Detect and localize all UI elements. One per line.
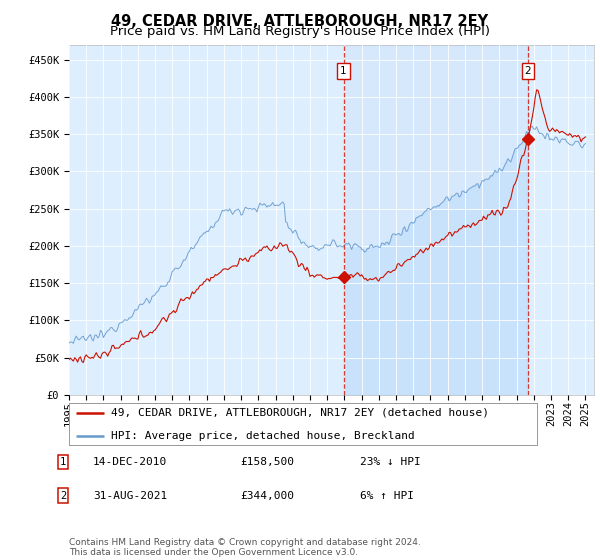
Text: 6% ↑ HPI: 6% ↑ HPI — [360, 491, 414, 501]
Text: 1: 1 — [340, 66, 347, 76]
Text: 1: 1 — [60, 457, 66, 467]
Bar — [344, 45, 528, 395]
Text: 49, CEDAR DRIVE, ATTLEBOROUGH, NR17 2EY: 49, CEDAR DRIVE, ATTLEBOROUGH, NR17 2EY — [112, 14, 488, 29]
Text: Contains HM Land Registry data © Crown copyright and database right 2024.
This d: Contains HM Land Registry data © Crown c… — [69, 538, 421, 557]
Text: 2: 2 — [524, 66, 531, 76]
Text: 49, CEDAR DRIVE, ATTLEBOROUGH, NR17 2EY (detached house): 49, CEDAR DRIVE, ATTLEBOROUGH, NR17 2EY … — [111, 408, 489, 418]
Text: HPI: Average price, detached house, Breckland: HPI: Average price, detached house, Brec… — [111, 431, 415, 441]
Text: 23% ↓ HPI: 23% ↓ HPI — [360, 457, 421, 467]
Text: Price paid vs. HM Land Registry's House Price Index (HPI): Price paid vs. HM Land Registry's House … — [110, 25, 490, 38]
Text: £158,500: £158,500 — [240, 457, 294, 467]
Text: £344,000: £344,000 — [240, 491, 294, 501]
Text: 31-AUG-2021: 31-AUG-2021 — [93, 491, 167, 501]
Text: 2: 2 — [60, 491, 66, 501]
Text: 14-DEC-2010: 14-DEC-2010 — [93, 457, 167, 467]
